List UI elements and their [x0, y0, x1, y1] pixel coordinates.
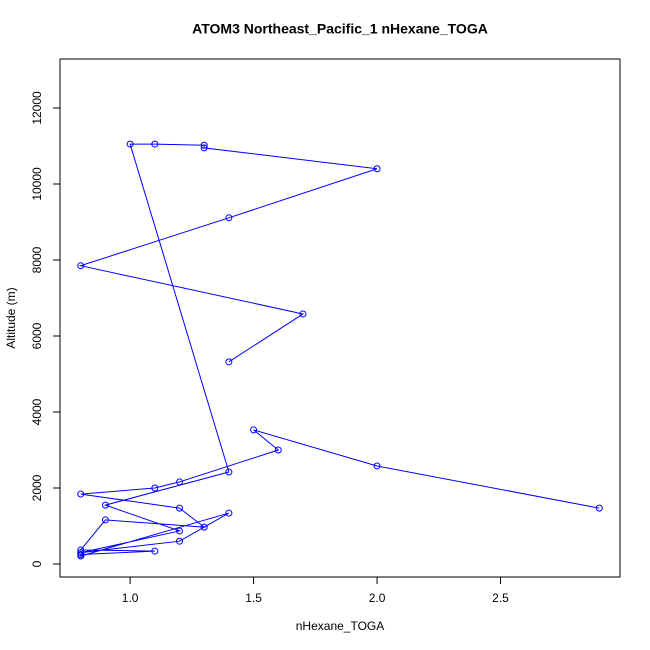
x-tick-label: 1.5 — [245, 591, 262, 605]
data-point — [225, 358, 233, 366]
data-point — [299, 310, 307, 318]
x-axis-label: nHexane_TOGA — [296, 619, 385, 633]
data-point — [101, 516, 109, 524]
data-point — [77, 490, 85, 498]
data-point — [200, 144, 208, 152]
y-tick-label: 8000 — [30, 246, 44, 273]
data-point — [176, 537, 184, 545]
chart-title: ATOM3 Northeast_Pacific_1 nHexane_TOGA — [192, 21, 488, 37]
y-tick-label: 0 — [30, 560, 44, 567]
data-point — [151, 547, 159, 555]
data-point — [151, 484, 159, 492]
y-tick-label: 12000 — [30, 91, 44, 125]
data-point — [225, 214, 233, 222]
data-line — [78, 143, 600, 557]
y-tick-label: 6000 — [30, 322, 44, 349]
data-point — [373, 165, 381, 173]
data-point — [200, 141, 208, 149]
data-point — [225, 509, 233, 517]
data-point — [77, 549, 85, 557]
data-point — [176, 478, 184, 486]
plot-frame — [59, 58, 621, 578]
x-tick-label: 1.0 — [122, 591, 139, 605]
y-tick-label: 4000 — [30, 398, 44, 425]
data-point — [274, 446, 282, 454]
data-point — [200, 523, 208, 531]
data-point — [595, 504, 603, 512]
data-point — [77, 262, 85, 270]
y-tick-label: 2000 — [30, 474, 44, 501]
x-tick-label: 2.5 — [492, 591, 509, 605]
x-tick-label: 2.0 — [369, 591, 386, 605]
data-point — [101, 501, 109, 509]
data-point — [225, 468, 233, 476]
data-point — [176, 504, 184, 512]
data-point — [176, 527, 184, 535]
y-tick-label: 10000 — [30, 167, 44, 201]
data-point — [250, 426, 258, 434]
data-point — [126, 140, 134, 148]
data-point — [151, 140, 159, 148]
data-point — [77, 552, 85, 560]
data-point — [373, 462, 381, 470]
y-axis-label: Altitude (m) — [4, 287, 18, 348]
